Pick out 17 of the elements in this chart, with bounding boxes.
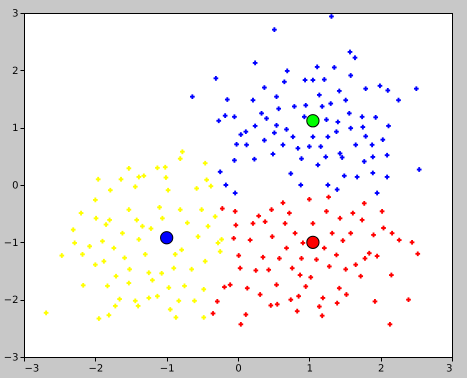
- x-tick-label: 1: [306, 364, 314, 374]
- y-tick-label: 3: [12, 8, 18, 20]
- x-tick-label: 2: [378, 364, 384, 374]
- x-tick-label: 0: [235, 364, 242, 374]
- y-tick-label: 0: [12, 180, 18, 192]
- y-tick-label: 1: [12, 123, 18, 134]
- point: [306, 236, 320, 249]
- y-tick-label: −1: [4, 238, 18, 249]
- y-tick-label: −3: [4, 352, 18, 364]
- x-tick-label: −2: [88, 364, 104, 374]
- x-tick-label: −3: [24, 364, 40, 374]
- point: [306, 114, 320, 128]
- x-tick-label: 3: [446, 364, 452, 374]
- point: [160, 231, 174, 244]
- y-tick-label: 2: [12, 66, 18, 77]
- y-tick-label: −2: [4, 295, 18, 306]
- x-tick-label: −1: [160, 364, 175, 374]
